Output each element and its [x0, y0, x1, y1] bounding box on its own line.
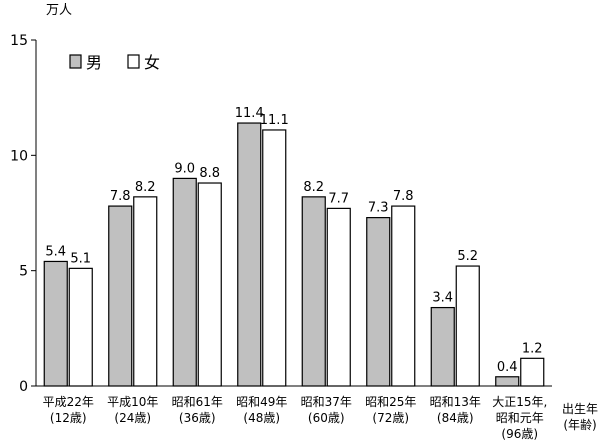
x-tick-label: (84歳) [437, 411, 474, 425]
x-tick-label: (48歳) [243, 411, 280, 425]
x-tick-label: (60歳) [308, 411, 345, 425]
data-label: 11.4 [235, 106, 264, 121]
data-label: 8.8 [199, 166, 220, 181]
y-tick-label: 5 [19, 264, 28, 280]
legend-label: 男 [86, 53, 102, 72]
bar-female [391, 205, 416, 387]
x-tick-label: (12歳) [50, 411, 87, 425]
y-tick-label: 10 [10, 148, 28, 164]
y-tick-label: 15 [10, 33, 28, 49]
legend-swatch-male [69, 54, 82, 69]
bar-female [326, 207, 351, 387]
data-label: 7.7 [328, 191, 349, 206]
x-tick-label: (72歳) [372, 411, 409, 425]
data-label: 5.1 [70, 251, 91, 266]
x-tick-label: (24歳) [114, 411, 151, 425]
bars [43, 122, 545, 387]
data-label: 9.0 [174, 161, 195, 176]
bar-male [108, 205, 133, 387]
x-tick-label: 昭和25年 [365, 395, 416, 409]
data-label: 5.2 [457, 249, 478, 264]
data-label: 1.2 [522, 341, 543, 356]
data-label: 8.2 [135, 180, 156, 195]
y-tick-label: 0 [19, 379, 28, 395]
x-tick-label: 平成10年 [107, 395, 158, 409]
legend: 男女 [69, 53, 160, 72]
bar-male [237, 122, 262, 387]
bar-female [68, 267, 93, 387]
data-label: 11.1 [260, 113, 289, 128]
bar-male [366, 217, 391, 387]
legend-label: 女 [144, 53, 160, 72]
data-label: 8.2 [303, 180, 324, 195]
bar-female [455, 265, 480, 387]
x-tick-label: 昭和61年 [172, 395, 223, 409]
bar-male [172, 177, 197, 387]
bar-female [262, 129, 287, 387]
x-axis-label: (年齢) [563, 417, 596, 432]
bar-female [520, 357, 545, 387]
data-label: 5.4 [45, 244, 66, 259]
x-tick-label: (36歳) [179, 411, 216, 425]
bar-male [430, 306, 455, 387]
data-label: 0.4 [497, 360, 518, 375]
x-axis-label: 出生年 [562, 402, 598, 416]
bar-female [197, 182, 222, 387]
x-tick-label: 大正15年, [492, 395, 547, 409]
bar-male [43, 260, 68, 387]
data-label: 3.4 [432, 291, 453, 306]
x-tick-labels: 平成22年 (12歳) 平成10年 (24歳) 昭和61年 (36歳) 昭和49年 (48歳)… [43, 395, 598, 441]
data-label: 7.8 [110, 189, 131, 204]
y-unit-label: 万人 [46, 3, 72, 18]
bar-female [133, 196, 158, 387]
x-tick-label: 平成22年 [43, 395, 94, 409]
bar-male [495, 376, 520, 387]
data-label: 7.3 [368, 201, 389, 216]
x-tick-label: 昭和37年 [301, 395, 352, 409]
x-tick-label: 昭和49年 [236, 395, 287, 409]
data-label: 7.8 [393, 189, 414, 204]
x-tick-label: (96歳) [501, 427, 538, 441]
value-labels: 5.4 5.1 7.8 8.2 9.0 8.8 11.411.1 8.2 7.7 7.3 7.8 3.… [45, 106, 542, 375]
x-tick-label: 昭和元年 [496, 411, 544, 425]
x-tick-label: 昭和13年 [430, 395, 481, 409]
bar-male [301, 196, 326, 387]
legend-swatch-female [127, 54, 140, 69]
